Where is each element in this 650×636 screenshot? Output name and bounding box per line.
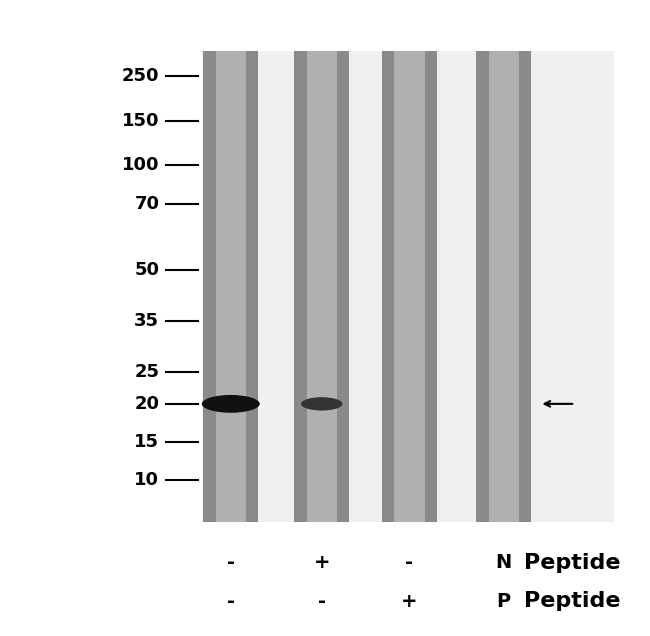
Text: Peptide: Peptide	[524, 591, 620, 611]
Bar	[476, 51, 532, 522]
Ellipse shape	[301, 397, 343, 411]
Text: 10: 10	[135, 471, 159, 489]
Text: N: N	[495, 553, 512, 572]
Text: -: -	[318, 591, 326, 611]
Text: 25: 25	[135, 363, 159, 381]
Text: -: -	[406, 553, 413, 572]
Bar	[202, 51, 614, 522]
Text: -: -	[227, 553, 235, 572]
Bar	[307, 51, 337, 522]
Text: -: -	[227, 591, 235, 611]
Bar	[216, 51, 246, 522]
Text: Peptide: Peptide	[524, 553, 620, 573]
Text: P: P	[497, 591, 511, 611]
Text: +: +	[401, 591, 418, 611]
Text: 15: 15	[135, 433, 159, 451]
Text: 50: 50	[135, 261, 159, 279]
Bar	[203, 51, 259, 522]
Bar	[489, 51, 519, 522]
Bar	[382, 51, 437, 522]
Bar	[395, 51, 424, 522]
Text: 70: 70	[135, 195, 159, 212]
Ellipse shape	[202, 395, 260, 413]
Text: 100: 100	[122, 156, 159, 174]
Text: 150: 150	[122, 112, 159, 130]
Text: +: +	[313, 553, 330, 572]
Text: 35: 35	[135, 312, 159, 330]
Text: 250: 250	[122, 67, 159, 85]
Bar	[294, 51, 350, 522]
Text: 20: 20	[135, 395, 159, 413]
